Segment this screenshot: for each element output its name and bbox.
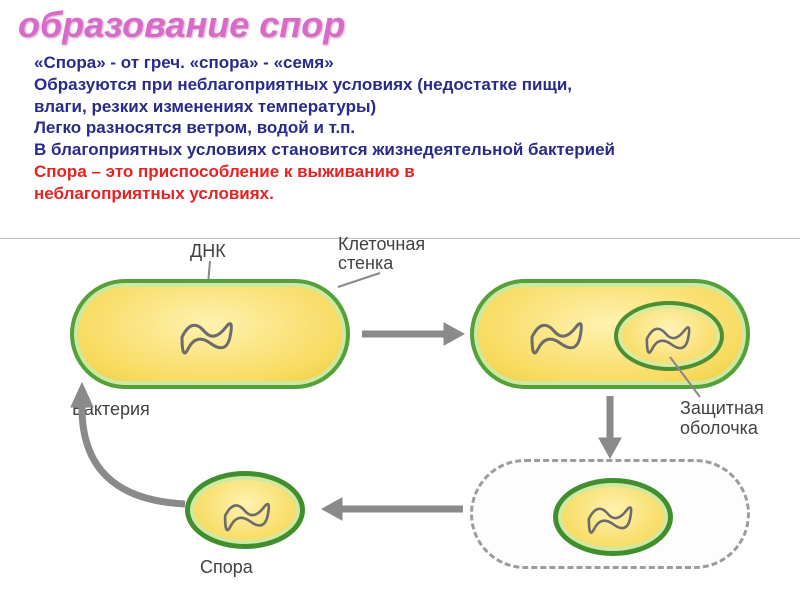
arrow-down-icon [595,394,625,459]
node-spore [185,471,305,549]
spore-cycle-diagram: ДНК Клеточная стенка Бактерия Защитная о… [0,238,800,600]
line-5: В благоприятных условиях становится жизн… [34,139,780,161]
label-spore: Спора [200,557,253,578]
description-block: «Спора» - от греч. «спора» - «семя» Обра… [34,52,780,204]
page-title: образование спор [18,4,345,46]
line-6-highlight: Спора – это приспособление к выживанию в [34,161,780,183]
spore-in-ghost [553,478,673,556]
line-3: влаги, резких изменениях температуры) [34,96,780,118]
line-7-highlight: неблагоприятных условиях. [34,183,780,205]
node-ghost-cell [470,459,750,569]
arrow-curve-up-icon [60,379,200,519]
dna-icon [218,494,280,536]
line-4: Легко разносятся ветром, водой и т.п. [34,117,780,139]
line-2: Образуются при неблагоприятных условиях … [34,74,780,96]
arrow-left-icon [320,494,465,524]
line-1: «Спора» - от греч. «спора» - «семя» [34,52,780,74]
dna-icon [582,498,642,538]
